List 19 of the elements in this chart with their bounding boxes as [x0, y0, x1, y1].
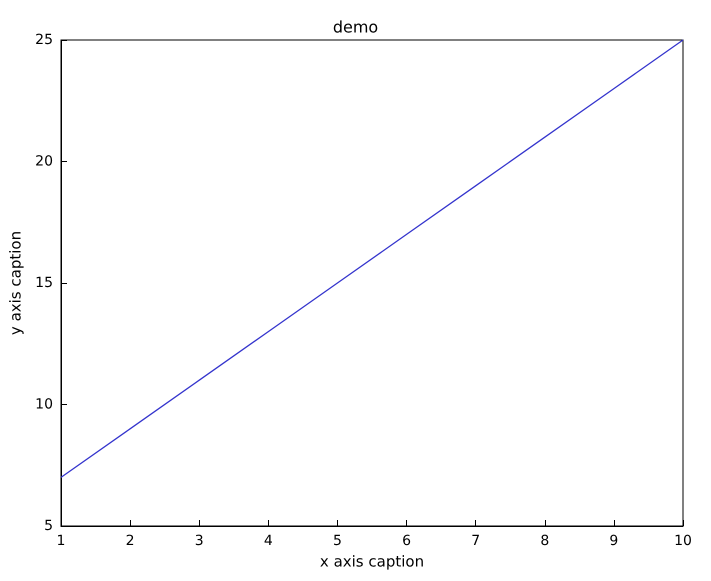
y-tick-label: 25 [35, 32, 53, 48]
x-tick-label: 9 [609, 533, 618, 549]
x-tick-label: 8 [540, 533, 550, 549]
y-tick-label: 5 [44, 518, 53, 534]
x-tick-label: 1 [56, 533, 66, 549]
y-tick-label: 20 [35, 154, 53, 170]
x-tick-label: 3 [194, 533, 204, 549]
x-tick-label: 4 [264, 533, 273, 549]
y-tick-label: 15 [35, 275, 53, 291]
x-tick-label: 5 [332, 533, 342, 549]
chart-title: demo [332, 18, 378, 36]
line-series [60, 39, 684, 478]
x-axis-title: x axis caption [320, 552, 424, 570]
x-tick-label: 10 [674, 533, 692, 549]
x-tick-label: 6 [402, 533, 412, 549]
y-axis-title: y axis caption [6, 230, 24, 336]
x-tick-label: 2 [126, 533, 135, 549]
x-tick-label: 7 [471, 533, 480, 549]
y-tick-label: 10 [35, 396, 53, 412]
